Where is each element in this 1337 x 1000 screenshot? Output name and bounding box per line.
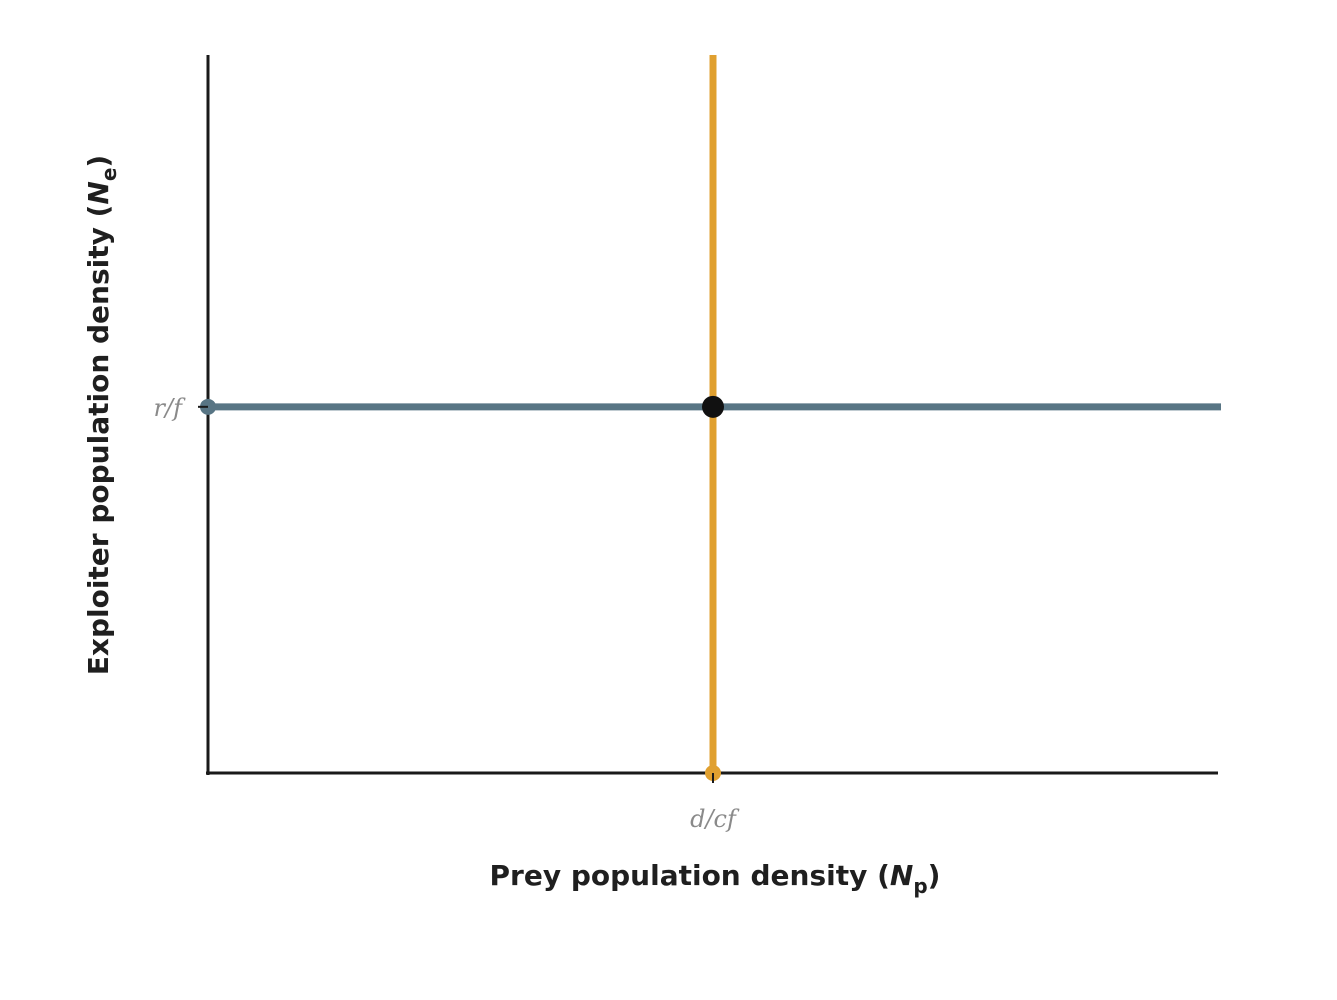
y-axis-title-text: Exploiter population density ( (82, 205, 115, 676)
x-tick-label: d/cf (690, 805, 740, 833)
y-axis-title-subscript: e (97, 168, 121, 182)
x-axis-title-variable: N (890, 859, 913, 892)
x-axis-title-subscript: p (913, 874, 927, 898)
x-axis-title-text: Prey population density ( (490, 859, 890, 892)
x-axis-title-close: ) (928, 859, 941, 892)
y-axis-title-variable: N (82, 181, 115, 204)
y-tick-label: r/f (154, 394, 187, 422)
y-axis-title: Exploiter population density (Ne) (82, 155, 121, 675)
chart-marks: d/cf r/f (154, 55, 1221, 833)
y-axis-title-close: ) (82, 155, 115, 168)
x-axis-title: Prey population density (Np) (490, 859, 941, 898)
equilibrium-point (702, 395, 724, 418)
